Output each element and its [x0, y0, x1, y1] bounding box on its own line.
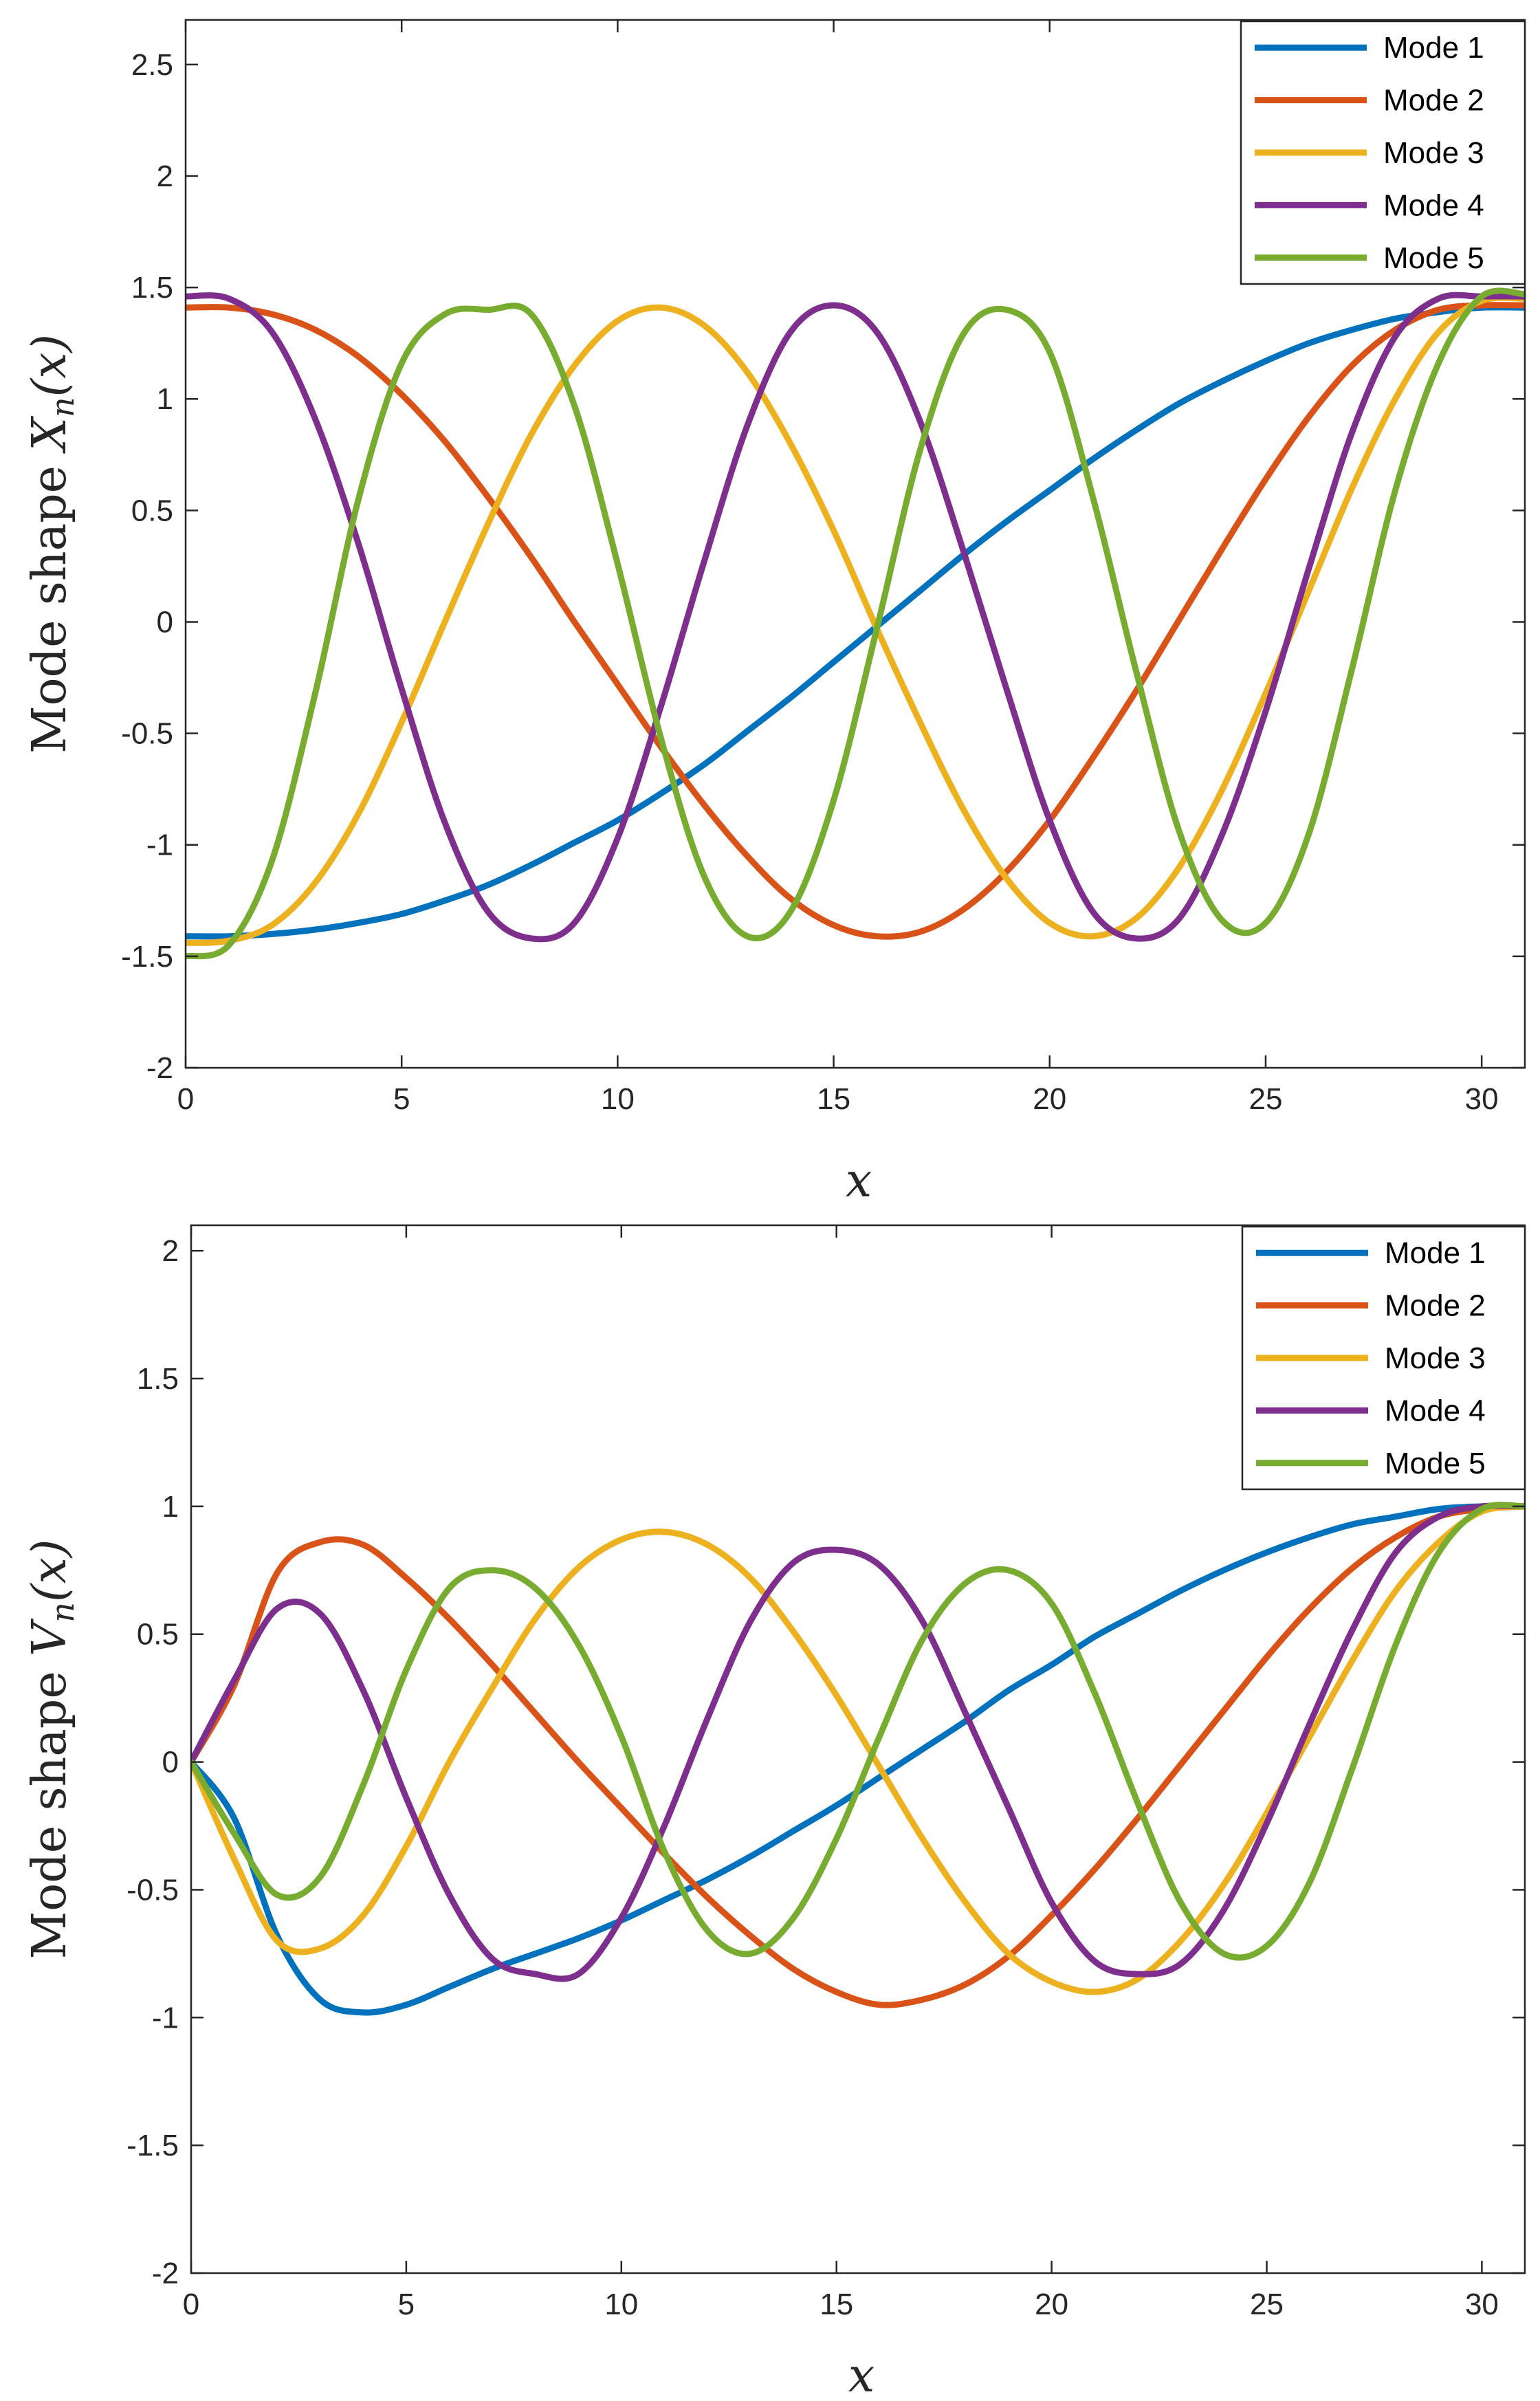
legend-label-mode-1: Mode 1	[1385, 1236, 1486, 1270]
x-tick-label: 25	[1250, 2288, 1284, 2321]
y-tick-label: -0.5	[121, 717, 173, 751]
y-tick-label: -1.5	[126, 2129, 179, 2162]
y-axis-title-subscript: n	[44, 1602, 81, 1623]
legend-label-mode-3: Mode 3	[1383, 136, 1484, 170]
series-line-mode-3	[186, 294, 1525, 946]
series-line-mode-5	[186, 287, 1525, 960]
y-tick-label: -2	[152, 2257, 179, 2290]
series-line-mode-2	[191, 1503, 1525, 2008]
y-tick-label: 2.5	[131, 48, 173, 82]
x-tick-label: 15	[820, 2288, 853, 2321]
x-tick-label: 0	[177, 1082, 194, 1116]
legend: Mode 1 Mode 2 Mode 3 Mode 4 Mode 5	[1240, 20, 1526, 285]
axes-box	[190, 1224, 1526, 2274]
x-tick-label: 20	[1035, 2288, 1068, 2321]
series-line-mode-1	[186, 304, 1525, 940]
x-tick-label: 10	[604, 2288, 638, 2321]
legend-label-mode-5: Mode 5	[1383, 241, 1484, 275]
series-line-mode-4	[186, 292, 1525, 943]
y-axis-title: Mode shape Vn(x)	[23, 1539, 81, 1960]
y-tick-label: 1	[162, 1490, 179, 1524]
y-tick-label: 0.5	[131, 494, 173, 527]
y-axis-title-symbol: V	[23, 1619, 77, 1656]
legend-label-mode-2: Mode 2	[1383, 84, 1484, 118]
series-line-mode-2	[186, 302, 1525, 940]
y-tick-label: 1.5	[131, 271, 173, 305]
legend: Mode 1 Mode 2 Mode 3 Mode 4 Mode 5	[1241, 1225, 1526, 1491]
axes-box	[184, 19, 1526, 1069]
x-tick-label: 30	[1465, 1082, 1499, 1116]
y-tick-label: 0	[162, 1746, 179, 1779]
legend-label-mode-2: Mode 2	[1385, 1289, 1486, 1323]
y-axis-title-argument: (x)	[23, 1539, 77, 1602]
y-tick-label: 0	[157, 605, 173, 639]
panel-top: 0 5 10 15 20 25 30 -2 -1.5 -1 -0.5 0 0.5 1 1.5 2 2.5 x Mod…	[23, 19, 1526, 1208]
series-group	[191, 1502, 1525, 2016]
y-tick-label: -0.5	[126, 1873, 179, 1907]
x-axis-title: x	[848, 2349, 874, 2401]
x-tick-label: 10	[601, 1082, 635, 1116]
y-tick-label: -1	[152, 2001, 179, 2035]
series-line-mode-1	[191, 1503, 1525, 2016]
legend-label-mode-5: Mode 5	[1385, 1447, 1486, 1480]
legend-label-mode-4: Mode 4	[1383, 188, 1484, 222]
y-axis-title-subscript: n	[44, 397, 81, 417]
x-tick-label: 25	[1248, 1082, 1282, 1116]
x-tick-label: 15	[817, 1082, 850, 1116]
y-axis-title-argument: (x)	[23, 334, 77, 397]
y-axis-title: Mode shape Xn(x)	[23, 334, 81, 754]
y-tick-label: 0.5	[137, 1618, 179, 1652]
y-axis-title-prefix: Mode shape	[23, 1656, 77, 1960]
series-line-mode-5	[191, 1502, 1525, 1961]
series-line-mode-4	[191, 1502, 1525, 1982]
legend-label-mode-1: Mode 1	[1383, 31, 1484, 65]
y-axis-title-prefix: Mode shape	[23, 450, 77, 754]
panel-bottom: 0 5 10 15 20 25 30 -2 -1.5 -1 -0.5 0 0.5 1 1.5 2 x Mode s…	[23, 1224, 1526, 2401]
legend-label-mode-3: Mode 3	[1385, 1341, 1486, 1375]
y-tick-label: 1.5	[137, 1362, 179, 1396]
x-tick-label: 20	[1033, 1082, 1066, 1116]
legend-label-mode-4: Mode 4	[1385, 1394, 1486, 1427]
x-axis-title: x	[846, 1154, 872, 1208]
y-axis-title-symbol: X	[23, 415, 77, 454]
series-group	[186, 287, 1525, 960]
y-tick-label: 2	[162, 1234, 179, 1268]
x-tick-label: 5	[393, 1082, 410, 1116]
y-tick-label: -2	[146, 1051, 173, 1085]
y-tick-label: -1.5	[121, 940, 173, 974]
y-tick-label: 2	[157, 160, 173, 193]
x-tick-label: 5	[398, 2288, 415, 2321]
x-tick-label: 30	[1465, 2288, 1499, 2321]
x-tick-label: 0	[183, 2288, 199, 2321]
y-tick-label: 1	[157, 382, 173, 416]
y-tick-label: -1	[146, 829, 173, 862]
